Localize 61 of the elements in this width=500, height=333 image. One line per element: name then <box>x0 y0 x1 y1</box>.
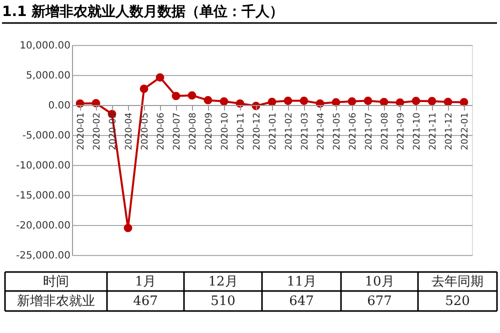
x-tick-label: 2020-04 <box>124 112 134 150</box>
text: 1月 <box>134 274 156 290</box>
chart-title: 1.1 新增非农就业人数月数据（单位：千人） <box>2 3 284 20</box>
point <box>188 91 196 100</box>
y-tick-label: 0.00 <box>48 100 70 112</box>
x-tick-label: 2021-11 <box>428 112 438 150</box>
point <box>156 73 164 82</box>
text: 677 <box>367 294 392 309</box>
text: 时间 <box>43 274 69 290</box>
x-tick-label: 2020-01 <box>76 112 86 150</box>
text: 647 <box>289 294 314 309</box>
x-tick-label: 2020-07 <box>172 112 182 150</box>
x-tick-label: 2022-01 <box>460 112 470 150</box>
x-tick-label: 2021-06 <box>348 112 358 150</box>
y-tick-label: -5,000.00 <box>22 130 70 142</box>
point <box>380 98 388 106</box>
x-tick-label: 2020-03 <box>108 112 118 150</box>
point <box>172 92 180 100</box>
text: 去年同期 <box>432 274 484 290</box>
text: 10月 <box>364 274 394 290</box>
x-tick-label: 2021-01 <box>268 112 278 150</box>
x-tick-label: 2021-08 <box>380 112 390 150</box>
x-tick-label: 2021-05 <box>332 112 342 150</box>
y-tick-label: -15,000.00 <box>16 190 70 202</box>
text: 新增非农就业 <box>17 294 95 309</box>
point <box>124 224 132 232</box>
y-tick-label: -20,000.00 <box>16 220 70 232</box>
point <box>204 96 212 104</box>
x-tick-label: 2020-11 <box>236 112 246 150</box>
x-tick-label: 2020-06 <box>156 112 166 150</box>
x-tick-label: 2020-10 <box>220 112 230 150</box>
x-tick-label: 2020-02 <box>92 112 102 150</box>
x-tick-label: 2021-09 <box>396 112 406 150</box>
point <box>348 97 356 106</box>
y-tick-label: 10,000.00 <box>20 40 70 52</box>
x-tick-label: 2021-04 <box>316 112 326 150</box>
point <box>284 96 292 105</box>
x-tick-label: 2020-09 <box>204 112 214 150</box>
y-tick-label: 5,000.00 <box>26 70 70 82</box>
x-tick-label: 2020-08 <box>188 112 198 150</box>
x-tick-label: 2021-03 <box>300 112 310 150</box>
text: 520 <box>445 294 470 309</box>
x-tick-label: 2021-12 <box>444 112 454 150</box>
point <box>412 96 420 106</box>
text: 12月 <box>208 274 238 290</box>
y-tick-label: -25,000.00 <box>16 250 70 262</box>
x-tick-label: 2020-12 <box>252 112 262 150</box>
x-tick-label: 2021-02 <box>284 112 294 150</box>
point <box>428 96 436 106</box>
text: 11月 <box>286 274 316 290</box>
point <box>140 84 148 93</box>
point <box>268 98 276 106</box>
text: 467 <box>133 294 158 309</box>
x-tick-label: 2021-10 <box>412 112 422 150</box>
point <box>300 96 308 105</box>
point <box>220 97 228 106</box>
y-tick-label: -10,000.00 <box>16 160 70 172</box>
point <box>364 96 372 105</box>
x-tick-label: 2020-05 <box>140 112 150 150</box>
text: 510 <box>210 294 236 309</box>
x-tick-label: 2021-07 <box>364 112 374 150</box>
